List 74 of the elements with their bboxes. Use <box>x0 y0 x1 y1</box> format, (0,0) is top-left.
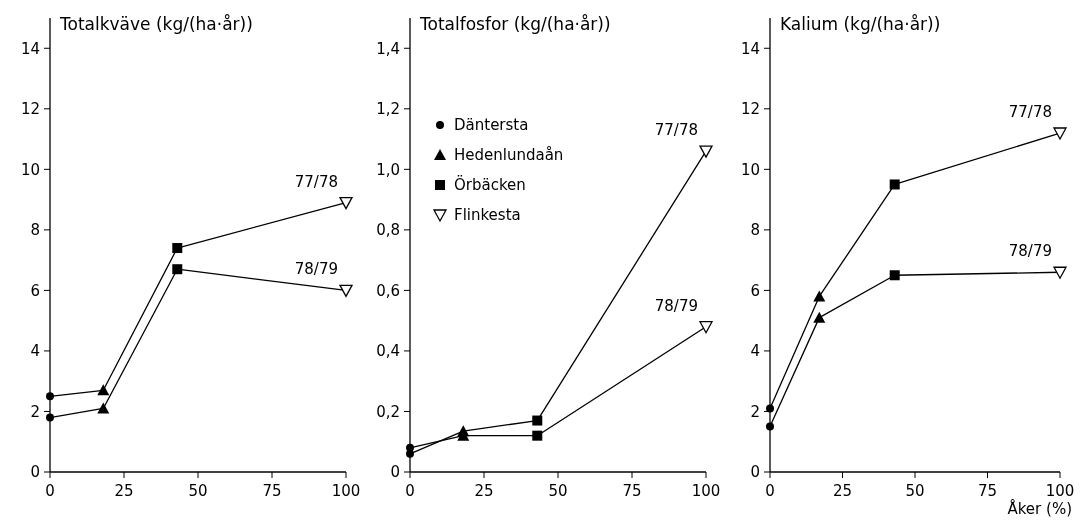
y-tick-label: 2 <box>750 402 760 421</box>
legend-label: Örbäcken <box>454 175 526 195</box>
point <box>699 321 713 334</box>
legend-label: Däntersta <box>454 116 529 135</box>
point <box>532 415 543 426</box>
chart-title: Totalfosfor (kg/(ha·år)) <box>419 14 611 34</box>
x-tick-label: 25 <box>474 482 494 500</box>
x-tick-label: 100 <box>1045 482 1075 500</box>
y-tick-label: 0,6 <box>376 281 400 300</box>
series-label: 77/78 <box>1008 103 1052 122</box>
point <box>766 404 774 413</box>
legend-label: Flinkesta <box>454 206 521 225</box>
y-tick-label: 12 <box>20 100 40 119</box>
y-tick-label: 8 <box>30 221 40 240</box>
point <box>813 290 826 302</box>
x-tick-label: 0 <box>405 482 415 500</box>
point <box>172 264 183 275</box>
point <box>532 430 543 441</box>
y-tick-label: 0 <box>390 463 400 482</box>
point <box>889 270 900 281</box>
chart-title: Kalium (kg/(ha·år)) <box>780 14 941 34</box>
y-tick-label: 12 <box>740 100 760 119</box>
point <box>813 311 826 323</box>
y-tick-label: 1,2 <box>376 100 400 119</box>
x-tick-label: 50 <box>548 482 568 500</box>
x-tick-label: 100 <box>331 482 361 500</box>
y-tick-label: 6 <box>750 281 760 300</box>
y-tick-label: 2 <box>30 402 40 421</box>
y-tick-label: 0 <box>30 463 40 482</box>
point <box>889 179 900 190</box>
x-tick-label: 50 <box>188 482 208 500</box>
y-tick-label: 4 <box>30 342 40 361</box>
x-tick-label: 0 <box>45 482 55 500</box>
point <box>97 384 110 396</box>
y-tick-label: 4 <box>750 342 760 361</box>
y-tick-label: 8 <box>750 221 760 240</box>
y-tick-label: 14 <box>20 39 40 58</box>
x-tick-label: 100 <box>691 482 721 500</box>
y-tick-label: 0 <box>750 463 760 482</box>
point <box>1053 127 1067 140</box>
x-tick-label: 75 <box>262 482 282 500</box>
point <box>1053 266 1067 279</box>
y-tick-label: 0,8 <box>376 221 400 240</box>
point <box>766 422 774 431</box>
y-tick-label: 6 <box>30 281 40 300</box>
x-tick-label: 75 <box>977 482 998 500</box>
legend-label: Hedenlundaån <box>454 146 564 165</box>
point <box>406 443 414 452</box>
point <box>97 402 110 414</box>
point <box>46 413 54 422</box>
point <box>339 284 353 298</box>
x-axis-title: Åker (%) <box>1007 499 1072 518</box>
point <box>172 243 183 254</box>
series-label: 78/79 <box>654 296 698 315</box>
y-tick-label: 1,0 <box>376 160 400 179</box>
x-tick-label: 25 <box>114 482 134 500</box>
y-tick-label: 10 <box>20 160 40 179</box>
x-tick-label: 50 <box>905 482 925 500</box>
series-label: 78/79 <box>1008 242 1052 261</box>
y-tick-label: 0,2 <box>376 402 400 421</box>
y-tick-label: 1,4 <box>376 39 400 58</box>
series-label: 77/78 <box>294 172 338 191</box>
x-tick-label: 75 <box>622 482 642 500</box>
x-tick-label: 0 <box>765 482 775 500</box>
series-label: 78/79 <box>294 260 338 279</box>
point <box>339 196 353 210</box>
series-label: 77/78 <box>654 121 698 140</box>
chart-title: Totalkväve (kg/(ha·år)) <box>59 14 253 34</box>
x-tick-label: 25 <box>832 482 853 500</box>
point <box>46 392 54 401</box>
point <box>699 145 713 158</box>
y-tick-label: 14 <box>740 39 760 58</box>
y-tick-label: 10 <box>740 160 760 179</box>
y-tick-label: 0,4 <box>376 342 400 361</box>
